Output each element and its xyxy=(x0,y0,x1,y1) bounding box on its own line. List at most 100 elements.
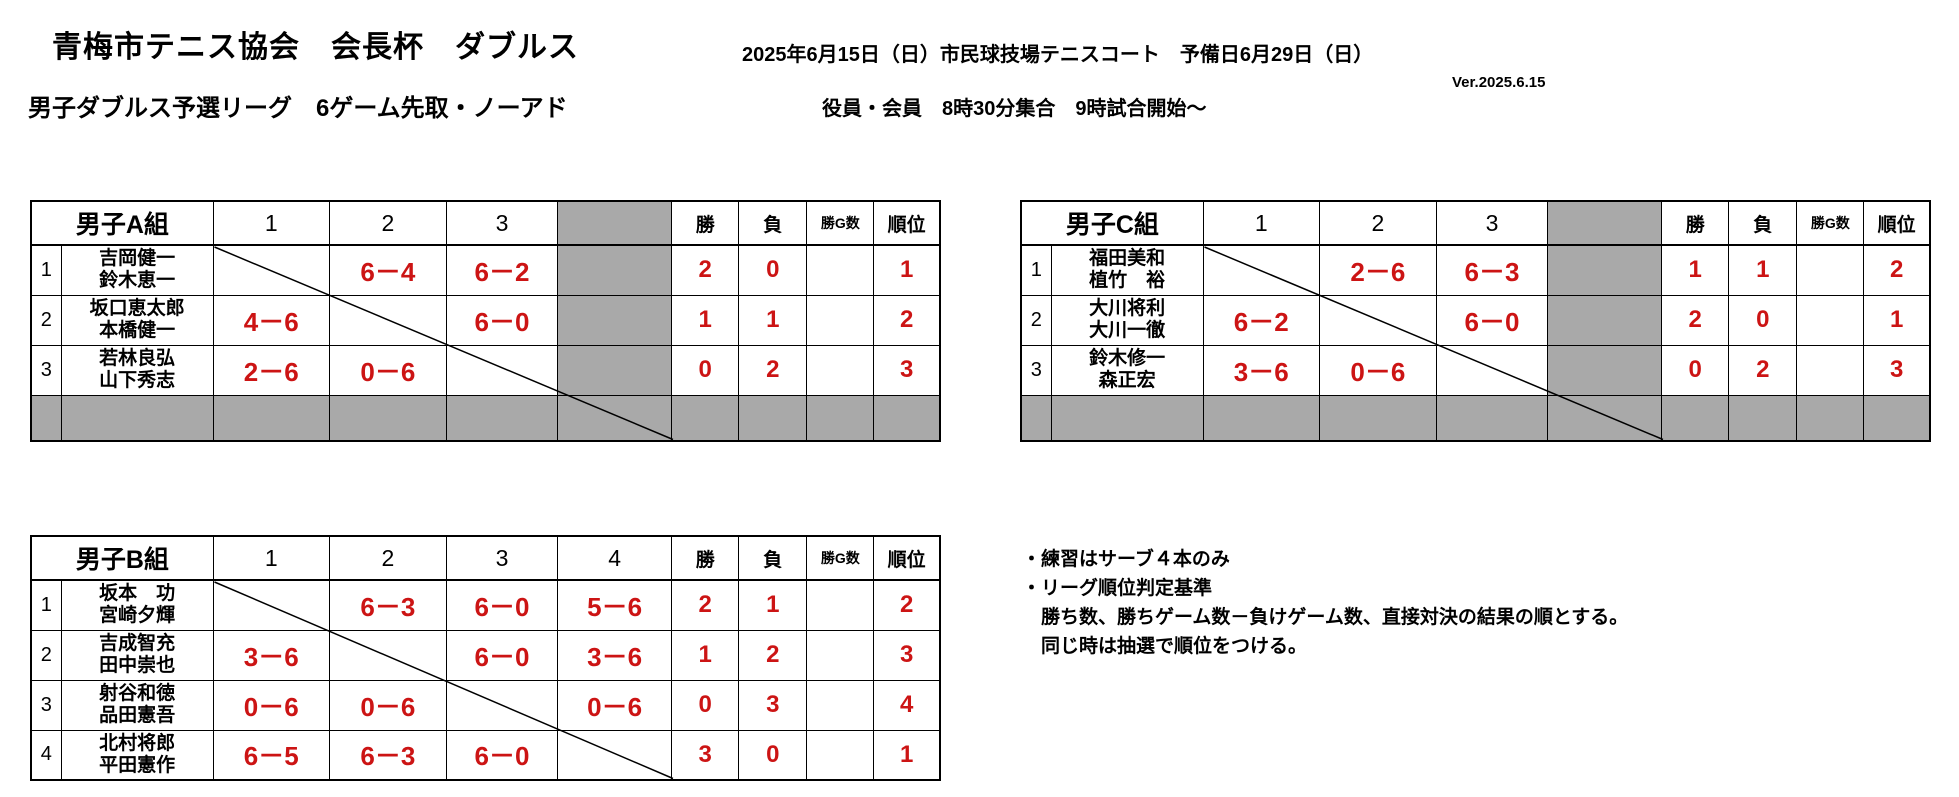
rank-header: 順位 xyxy=(1863,200,1931,246)
league-subtitle: 男子ダブルス予選リーグ 6ゲーム先取・ノーアド xyxy=(28,95,568,122)
team-row: 1 福田美和 植竹 裕 2－6 6－3 1 1 2 xyxy=(1020,244,1931,296)
score-cell xyxy=(557,244,673,296)
team-row: 3 若林良弘 山下秀志 2－6 0－6 0 2 3 xyxy=(30,344,941,396)
note-line: ・練習はサーブ４本のみ xyxy=(1022,549,1230,570)
wins-cell: 2 xyxy=(1661,294,1730,346)
losses-cell: 2 xyxy=(738,344,808,396)
unused-cell xyxy=(1050,394,1204,442)
player-name: 森正宏 xyxy=(1098,370,1156,391)
unused-cell xyxy=(671,394,740,442)
round-col-header: 4 xyxy=(557,535,673,581)
score-cell: 0－6 xyxy=(328,344,447,396)
rank-cell: 2 xyxy=(873,294,941,346)
team-names: 北村将郎 平田憲作 xyxy=(60,729,214,781)
row-number: 3 xyxy=(1020,344,1052,396)
score-cell xyxy=(557,344,673,396)
round-col-header: 1 xyxy=(212,200,330,246)
player-name: 吉成智充 xyxy=(99,633,176,654)
score-cell: 6－3 xyxy=(1435,244,1549,296)
note-line: 勝ち数、勝ちゲーム数－負けゲーム数、直接対決の結果の順とする。 xyxy=(1022,607,1629,628)
score-cell: 6－3 xyxy=(328,729,447,781)
rank-header: 順位 xyxy=(873,200,941,246)
losses-header: 負 xyxy=(1728,200,1798,246)
unused-cell xyxy=(1796,394,1865,442)
league-table-mens-b: 男子B組 1 2 3 4 勝負勝G数 順位 1 坂本 功宮崎夕輝 6－3 6－0 5－6 2 1 2 2 吉成智… xyxy=(30,535,941,781)
score-cell xyxy=(1547,244,1663,296)
rank-cell: 1 xyxy=(1863,294,1931,346)
round-col-header: 1 xyxy=(1202,200,1320,246)
row-number: 3 xyxy=(30,344,62,396)
player-name: 若林良弘 xyxy=(99,348,176,369)
won-games-cell xyxy=(1796,244,1865,296)
row-number: 4 xyxy=(30,729,62,781)
round-col-header: 2 xyxy=(1318,200,1437,246)
note-line: 同じ時は抽選で順位をつける。 xyxy=(1022,636,1308,657)
score-cell: 6－0 xyxy=(1435,294,1549,346)
losses-header: 負 xyxy=(738,535,808,581)
league-table-mens-a: 男子A組 1 2 3 勝負勝G数 順位 1 吉岡健一 鈴木恵一 6－4 6－2 2 0 1 2 坂口恵太郎 本橋… xyxy=(30,200,941,442)
player-name: 坂本 功 xyxy=(99,583,176,605)
player-name: 大川一徹 xyxy=(1089,320,1166,341)
wins-header: 勝 xyxy=(671,200,740,246)
won-games-cell xyxy=(806,244,875,296)
unused-cell xyxy=(1547,394,1663,442)
unused-cell xyxy=(30,394,62,442)
losses-cell: 0 xyxy=(738,729,808,781)
round-col-header: 3 xyxy=(1435,200,1549,246)
wins-cell: 0 xyxy=(671,344,740,396)
unused-cell xyxy=(557,394,673,442)
score-cell: 2－6 xyxy=(1318,244,1437,296)
round-col-header: 3 xyxy=(445,535,559,581)
team-row: 3 射谷和徳 品田憲吾 0－6 0－6 0－6 0 3 4 xyxy=(30,679,941,731)
round-col-header: 2 xyxy=(328,535,447,581)
assembly-info: 役員・会員 8時30分集合 9時試合開始～ xyxy=(822,98,1207,120)
team-row: 2 大川将利 大川一徹 6－2 6－0 2 0 1 xyxy=(1020,294,1931,346)
row-number: 2 xyxy=(30,629,62,681)
score-cell xyxy=(212,579,330,631)
round-col-header: 2 xyxy=(328,200,447,246)
row-number: 1 xyxy=(1020,244,1052,296)
score-cell: 6－0 xyxy=(445,729,559,781)
score-cell: 0－6 xyxy=(557,679,673,731)
won-games-header: 勝G数 xyxy=(1796,200,1865,246)
wins-header: 勝 xyxy=(671,535,740,581)
team-names: 大川将利 大川一徹 xyxy=(1050,294,1204,346)
score-cell xyxy=(445,679,559,731)
player-name: 吉岡健一 xyxy=(99,248,176,270)
wins-cell: 2 xyxy=(671,244,740,296)
score-cell xyxy=(557,729,673,781)
score-cell xyxy=(328,294,447,346)
player-name: 山下秀志 xyxy=(99,370,176,391)
wins-cell: 0 xyxy=(1661,344,1730,396)
league-grid: 男子B組 1 2 3 4 勝負勝G数 順位 1 坂本 功宮崎夕輝 6－3 6－0 5－6 2 1 2 2 吉成智… xyxy=(30,535,941,781)
group-label: 男子A組 xyxy=(30,200,214,246)
team-names: 福田美和 植竹 裕 xyxy=(1050,244,1204,296)
rank-cell: 3 xyxy=(873,344,941,396)
won-games-cell xyxy=(806,729,875,781)
unused-cell xyxy=(1661,394,1730,442)
rank-cell: 2 xyxy=(1863,244,1931,296)
team-names: 若林良弘 山下秀志 xyxy=(60,344,214,396)
wins-header: 勝 xyxy=(1661,200,1730,246)
team-names: 射谷和徳 品田憲吾 xyxy=(60,679,214,731)
team-names: 吉成智充 田中崇也 xyxy=(60,629,214,681)
unused-cell xyxy=(1435,394,1549,442)
losses-cell: 1 xyxy=(1728,244,1798,296)
rank-cell: 1 xyxy=(873,244,941,296)
score-cell: 6－5 xyxy=(212,729,330,781)
won-games-cell xyxy=(1796,294,1865,346)
won-games-header: 勝G数 xyxy=(806,200,875,246)
won-games-cell xyxy=(806,579,875,631)
unused-cell xyxy=(1728,394,1798,442)
unused-row xyxy=(30,394,941,442)
won-games-cell xyxy=(806,629,875,681)
team-row: 1 坂本 功宮崎夕輝 6－3 6－0 5－6 2 1 2 xyxy=(30,579,941,631)
wins-cell: 1 xyxy=(671,294,740,346)
score-cell: 4－6 xyxy=(212,294,330,346)
rank-cell: 3 xyxy=(873,629,941,681)
team-names: 坂口恵太郎 本橋健一 xyxy=(60,294,214,346)
team-names: 吉岡健一 鈴木恵一 xyxy=(60,244,214,296)
score-cell: 3－6 xyxy=(212,629,330,681)
row-number: 2 xyxy=(1020,294,1052,346)
